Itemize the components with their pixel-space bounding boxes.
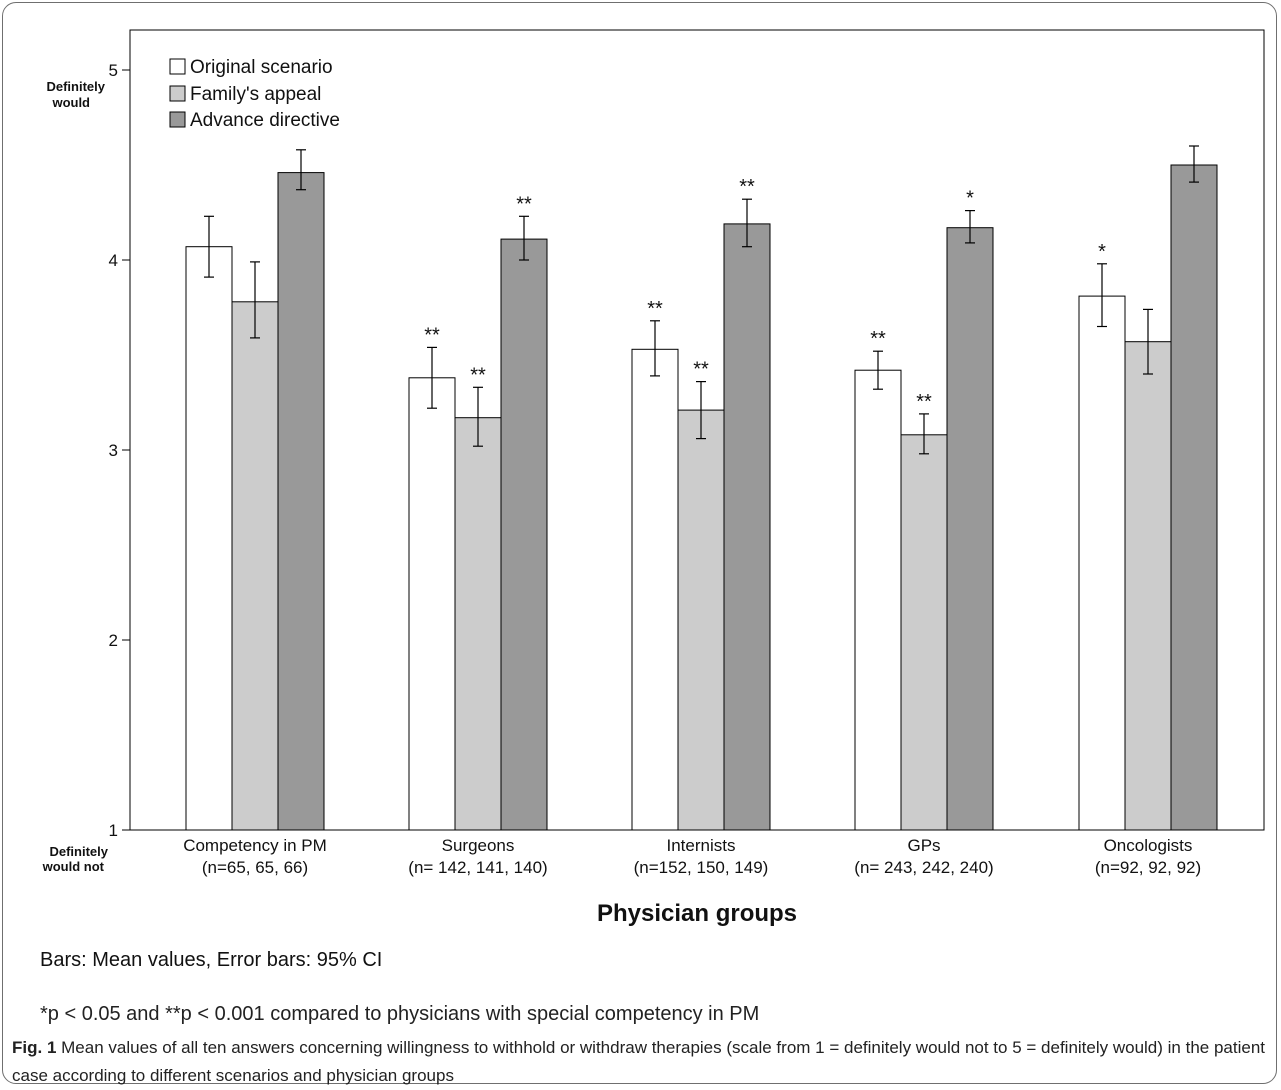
significance-marker: ** bbox=[424, 324, 440, 346]
y-tick-text-top-line1: Definitely bbox=[46, 79, 105, 94]
significance-marker: ** bbox=[470, 364, 486, 386]
significance-marker: ** bbox=[516, 193, 532, 215]
caption-label: Fig. 1 bbox=[12, 1038, 57, 1057]
x-axis: Competency in PM (n=65, 65, 66) Surgeons (n… bbox=[183, 836, 1201, 877]
y-tick-label: 5 bbox=[109, 61, 118, 80]
bar bbox=[231, 301, 279, 831]
significance-marker: ** bbox=[916, 391, 932, 413]
x-tick-sublabel: (n= 243, 242, 240) bbox=[854, 858, 993, 877]
y-tick-text-bottom-line1: Definitely bbox=[49, 844, 108, 859]
legend-swatch bbox=[169, 58, 186, 75]
legend-label: Advance directive bbox=[190, 110, 340, 131]
x-tick-label: Oncologists bbox=[1104, 836, 1193, 855]
bar bbox=[277, 172, 325, 831]
significance-marker: * bbox=[1098, 241, 1106, 263]
significance-marker: * bbox=[966, 188, 974, 210]
note-bars: Bars: Mean values, Error bars: 95% CI bbox=[40, 949, 382, 971]
bar bbox=[185, 246, 233, 831]
x-tick-sublabel: (n=92, 92, 92) bbox=[1095, 858, 1201, 877]
bar bbox=[677, 409, 725, 831]
y-tick-text-top-line2: would bbox=[51, 95, 90, 110]
caption-text: Mean values of all ten answers concernin… bbox=[12, 1038, 1265, 1085]
significance-note: *p < 0.05 and **p < 0.001 compared to ph… bbox=[40, 1003, 760, 1025]
y-tick-label: 4 bbox=[109, 251, 118, 270]
significance-marker: ** bbox=[739, 176, 755, 198]
significance-marker: ** bbox=[647, 298, 663, 320]
bar bbox=[946, 227, 994, 831]
bar bbox=[500, 238, 548, 831]
x-tick-sublabel: (n= 142, 141, 140) bbox=[408, 858, 547, 877]
x-tick-sublabel: (n=152, 150, 149) bbox=[634, 858, 769, 877]
bar bbox=[408, 377, 456, 831]
legend-label: Original scenario bbox=[190, 57, 333, 78]
y-tick-label: 1 bbox=[109, 821, 118, 840]
y-tick-text-bottom-line2: would not bbox=[42, 859, 105, 874]
legend-swatch bbox=[169, 85, 186, 102]
bar bbox=[723, 223, 771, 831]
significance-markers: ********* ********* bbox=[424, 176, 1106, 413]
y-tick-label: 2 bbox=[109, 631, 118, 650]
bar bbox=[1124, 341, 1172, 831]
bar bbox=[454, 417, 502, 831]
x-tick-label: Competency in PM bbox=[183, 836, 327, 855]
bars bbox=[185, 164, 1218, 831]
x-tick-label: Internists bbox=[667, 836, 736, 855]
legend-swatch bbox=[169, 111, 186, 128]
bar bbox=[900, 434, 948, 831]
legend: Original scenario Family's appeal Advance … bbox=[169, 57, 340, 131]
bar bbox=[1078, 295, 1126, 831]
bar bbox=[631, 348, 679, 831]
x-axis-label: Physician groups bbox=[597, 900, 797, 927]
y-tick-label: 3 bbox=[109, 441, 118, 460]
significance-marker: ** bbox=[693, 359, 709, 381]
bar bbox=[1170, 164, 1218, 831]
legend-label: Family's appeal bbox=[190, 84, 321, 105]
bar bbox=[854, 369, 902, 831]
x-tick-label: Surgeons bbox=[442, 836, 515, 855]
significance-marker: ** bbox=[870, 328, 886, 350]
error-bars bbox=[204, 145, 1199, 455]
figure-caption: *p < 0.05 and **p < 0.001 compared to ph… bbox=[12, 1000, 1270, 1090]
x-tick-sublabel: (n=65, 65, 66) bbox=[202, 858, 308, 877]
x-tick-label: GPs bbox=[907, 836, 940, 855]
